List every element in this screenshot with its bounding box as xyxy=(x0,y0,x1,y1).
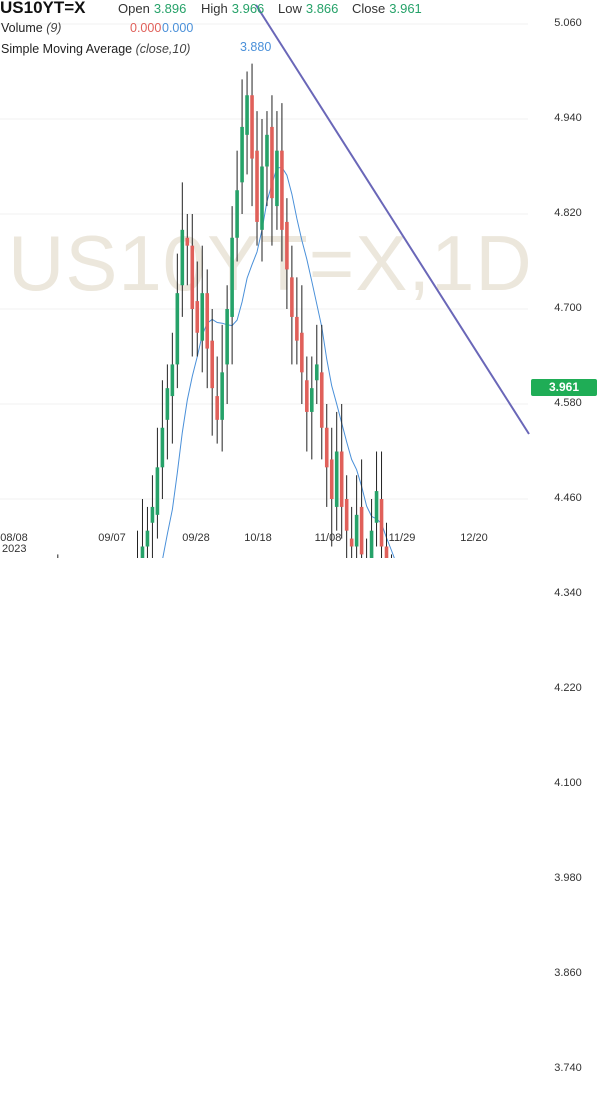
candle-body xyxy=(155,467,160,515)
candle-body xyxy=(140,546,145,558)
candle-body xyxy=(379,499,384,547)
y-tick-label: 4.100 xyxy=(554,777,582,789)
candle-body xyxy=(180,229,185,286)
candle-body xyxy=(305,380,309,412)
candle-body xyxy=(344,499,349,531)
chart-header: US10YT=X Open 3.896 High 3.966 Low 3.866 Cl… xyxy=(0,0,600,62)
candle-body xyxy=(265,134,269,167)
candle-body xyxy=(329,459,334,499)
candle-body xyxy=(195,301,200,333)
y-tick-label: 4.220 xyxy=(554,682,582,694)
x-tick-label: 11/29 xyxy=(388,532,416,544)
candle-body xyxy=(230,237,234,317)
y-tick-label: 4.820 xyxy=(554,207,582,219)
candle-body xyxy=(210,340,214,389)
candle-body xyxy=(275,150,279,207)
candle-body xyxy=(384,546,389,558)
candle-body xyxy=(145,530,150,547)
ohlc-open: Open 3.896 xyxy=(118,1,187,16)
candle-body xyxy=(369,530,374,558)
candle-body xyxy=(280,150,284,230)
candle-body xyxy=(240,126,244,183)
candle-body xyxy=(150,506,155,523)
candle-body xyxy=(270,126,274,199)
candle-body xyxy=(334,451,339,507)
trendline xyxy=(255,4,530,435)
candle-body xyxy=(200,293,205,341)
volume-indicator-label[interactable]: Volume (9) xyxy=(1,21,62,35)
volume-value-1: 0.000 xyxy=(130,21,162,35)
candle-body xyxy=(250,95,254,159)
candles xyxy=(57,63,392,558)
candle-body xyxy=(245,95,249,135)
candle-body xyxy=(354,514,359,547)
y-tick-label: 3.860 xyxy=(554,967,582,979)
candle-body xyxy=(300,332,304,373)
candle-body xyxy=(285,221,289,270)
sma-indicator-label[interactable]: Simple Moving Average (close,10) xyxy=(1,42,191,56)
y-tick-label: 3.740 xyxy=(554,1062,582,1074)
y-tick-label: 4.580 xyxy=(554,397,582,409)
ohlc-close: Close 3.961 xyxy=(352,1,422,16)
candle-body xyxy=(359,506,364,555)
candle-body xyxy=(310,388,314,412)
candle-body xyxy=(190,245,195,309)
candle-body xyxy=(235,190,239,238)
chart-grid xyxy=(0,23,528,500)
candle-body xyxy=(255,150,259,222)
candle-body xyxy=(225,309,229,365)
y-tick-label: 4.940 xyxy=(554,112,582,124)
y-tick-label: 4.340 xyxy=(554,587,582,599)
candle-body xyxy=(295,316,299,341)
candle-body xyxy=(374,491,379,523)
x-tick-label: 09/07 xyxy=(98,532,126,544)
y-tick-label: 4.700 xyxy=(554,302,582,314)
volume-value-2: 0.000 xyxy=(162,21,194,35)
candle-body xyxy=(349,538,354,547)
candle-body xyxy=(185,237,190,246)
current-price-badge: 3.961 xyxy=(531,379,597,396)
y-tick-label: 4.460 xyxy=(554,492,582,504)
y-tick-label: 5.060 xyxy=(554,17,582,29)
candle-body xyxy=(205,293,210,349)
trend-line xyxy=(255,4,530,435)
candle-body xyxy=(339,451,344,507)
candle-body xyxy=(215,396,219,420)
ohlc-low: Low 3.866 xyxy=(278,1,339,16)
candle-body xyxy=(170,364,175,397)
candle-body xyxy=(260,166,264,230)
x-tick-label: 09/28 xyxy=(182,532,210,544)
ohlc-high: High 3.966 xyxy=(201,1,265,16)
x-tick-label: 08/08 xyxy=(0,532,28,544)
candle-body xyxy=(220,372,224,420)
x-tick-label: 11/08 xyxy=(314,532,342,544)
candle-body xyxy=(165,388,170,420)
candle-body xyxy=(319,372,324,428)
symbol-title[interactable]: US10YT=X xyxy=(0,0,86,17)
symbol-watermark: US10YT=X,1D xyxy=(8,219,533,307)
candle-body xyxy=(324,427,329,468)
candle-body xyxy=(175,293,180,365)
candle-body xyxy=(290,277,294,317)
candle-body xyxy=(160,427,165,468)
candle-body xyxy=(314,364,319,381)
price-chart[interactable] xyxy=(0,0,600,558)
sma-value: 3.880 xyxy=(240,40,272,54)
x-year-label: 2023 xyxy=(2,543,27,555)
y-tick-label: 3.980 xyxy=(554,872,582,884)
x-tick-label: 10/18 xyxy=(244,532,272,544)
x-tick-label: 12/20 xyxy=(460,532,488,544)
